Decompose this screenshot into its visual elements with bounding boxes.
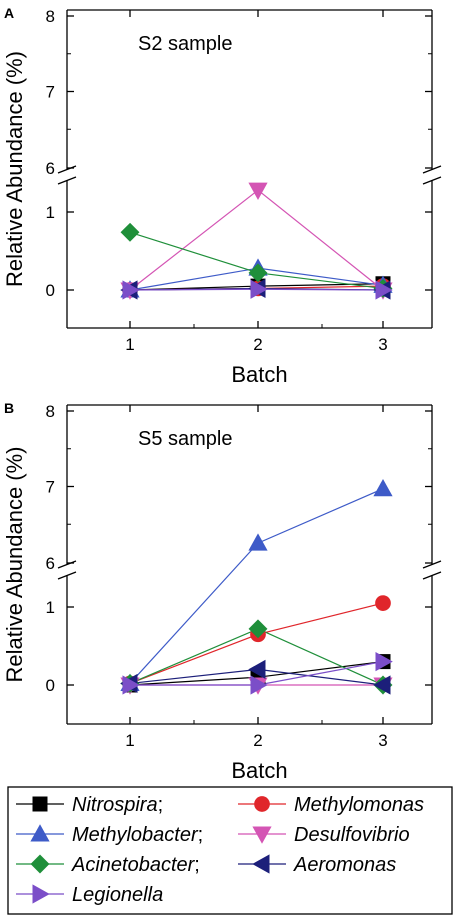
legend-label: Acinetobacter; xyxy=(71,854,200,876)
legend-marker xyxy=(252,854,270,874)
legend-marker xyxy=(30,824,50,842)
axis-break-mark xyxy=(57,176,77,185)
y-tick-label: 0 xyxy=(46,281,55,300)
data-point-methylobacter xyxy=(373,478,393,497)
legend: Nitrospira; Methylomonas Methylobacter; Des… xyxy=(7,786,453,915)
legend-name: Acinetobacter xyxy=(71,854,196,876)
y-tick-label: 8 xyxy=(46,402,55,421)
y-axis-label: Relative Abundance (%) xyxy=(2,446,27,682)
legend-marker xyxy=(32,884,50,904)
legend-marker xyxy=(32,796,48,812)
legend-suffix: ; xyxy=(158,794,164,816)
x-tick-label: 3 xyxy=(378,335,387,354)
data-point-aeromonas xyxy=(373,675,391,695)
data-point-legionella xyxy=(122,675,140,695)
y-tick-label: 8 xyxy=(46,7,55,26)
x-tick-label: 2 xyxy=(253,335,262,354)
legend-item-aeromonas: Aeromonas xyxy=(238,854,396,876)
chart-panel-b: 8 7 6 1 0 1 2 3 Batch Relative Abundance (%) B S5 s… xyxy=(2,400,442,783)
legend-item-desulfovibrio: Desulfovibrio xyxy=(238,824,410,846)
axis-break-mark xyxy=(422,571,442,580)
data-point-acinetobacter xyxy=(120,222,140,242)
data-point-methylobacter xyxy=(248,533,268,551)
legend-item-methylobacter: Methylobacter; xyxy=(16,824,203,846)
legend-item-methylomonas: Methylomonas xyxy=(238,794,424,816)
panel-letter: A xyxy=(4,5,14,21)
data-point-legionella xyxy=(250,279,268,299)
axis-break-mark xyxy=(422,165,442,174)
axis-break-mark xyxy=(422,176,442,185)
legend-label: Methylomonas xyxy=(294,794,424,816)
legend-marker xyxy=(254,796,270,812)
y-tick-label: 6 xyxy=(46,554,55,573)
x-axis-label: Batch xyxy=(231,758,287,783)
y-tick-label: 1 xyxy=(46,598,55,617)
legend-name: Desulfovibrio xyxy=(294,824,410,846)
legend-name: Methylobacter xyxy=(72,824,199,846)
data-point-acinetobacter xyxy=(248,619,268,639)
legend-item-nitrospira: Nitrospira; xyxy=(16,794,163,816)
data-point-legionella xyxy=(375,280,393,300)
y-axis-label: Relative Abundance (%) xyxy=(2,51,27,287)
axis-break-mark xyxy=(57,571,77,580)
legend-item-acinetobacter: Acinetobacter; xyxy=(16,854,200,876)
x-axis-label: Batch xyxy=(231,362,287,387)
data-point-methylomonas xyxy=(375,595,391,611)
legend-label: Nitrospira; xyxy=(72,794,163,816)
y-tick-label: 6 xyxy=(46,159,55,178)
legend-name: Legionella xyxy=(72,884,163,906)
x-tick-label: 3 xyxy=(378,731,387,750)
axis-break-mark xyxy=(57,560,77,569)
data-point-legionella xyxy=(122,280,140,300)
axis-break-mark xyxy=(422,560,442,569)
x-tick-label: 1 xyxy=(125,335,134,354)
y-tick-label: 1 xyxy=(46,203,55,222)
legend-name: Methylomonas xyxy=(294,794,424,816)
data-point-legionella xyxy=(375,652,393,672)
series-line-methylobacter xyxy=(129,488,384,684)
panel-letter: B xyxy=(4,400,14,416)
y-tick-label: 7 xyxy=(46,478,55,497)
legend-name: Nitrospira xyxy=(72,794,158,816)
legend-label: Desulfovibrio xyxy=(294,824,410,846)
data-point-acinetobacter xyxy=(248,263,268,283)
data-point-aeromonas xyxy=(248,659,266,679)
legend-name: Aeromonas xyxy=(293,854,396,876)
legend-suffix: ; xyxy=(194,854,200,876)
y-tick-label: 7 xyxy=(46,83,55,102)
legend-label: Aeromonas xyxy=(293,854,396,876)
y-tick-label: 0 xyxy=(46,676,55,695)
x-tick-label: 2 xyxy=(253,731,262,750)
axis-break-mark xyxy=(57,165,77,174)
legend-marker xyxy=(30,854,50,874)
legend-label: Methylobacter; xyxy=(72,824,203,846)
legend-box xyxy=(7,786,453,915)
panel-title: S2 sample xyxy=(138,33,233,55)
data-point-legionella xyxy=(250,675,268,695)
legend-item-legionella: Legionella xyxy=(16,884,163,906)
legend-marker xyxy=(252,826,272,844)
data-point-desulfovibrio xyxy=(248,182,268,200)
chart-panel-a: 8 7 6 1 0 1 2 3 Batch Relative Abundance (%) A S2 s… xyxy=(2,5,442,387)
legend-label: Legionella xyxy=(72,884,163,906)
panel-title: S5 sample xyxy=(138,428,233,450)
legend-suffix: ; xyxy=(198,824,204,846)
x-tick-label: 1 xyxy=(125,731,134,750)
